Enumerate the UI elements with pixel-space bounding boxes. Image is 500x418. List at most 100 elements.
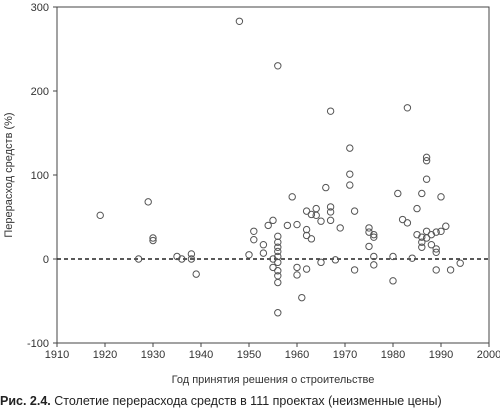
x-tick-label: 1910 [45, 349, 69, 361]
data-point [350, 207, 359, 215]
data-point [298, 293, 306, 302]
data-point [274, 278, 282, 287]
data-point [274, 232, 282, 241]
data-point [274, 62, 282, 70]
data-point [288, 193, 296, 201]
data-point [389, 252, 397, 261]
data-point [418, 238, 426, 246]
x-tick-label: 1960 [285, 349, 309, 361]
data-point [274, 267, 282, 275]
data-point [274, 247, 282, 256]
data-point [307, 210, 316, 219]
data-point [437, 193, 445, 201]
data-point [432, 228, 440, 236]
data-point [403, 219, 412, 227]
data-point [312, 204, 320, 213]
data-point [408, 254, 416, 262]
figure-label: Рис. 2.4. [0, 394, 51, 408]
data-point [370, 261, 378, 269]
data-point [245, 251, 253, 259]
x-axis-title: Год принятия решения о строительстве [172, 374, 375, 386]
data-point [302, 231, 311, 240]
data-point [336, 224, 344, 232]
data-point [302, 265, 311, 273]
y-tick-label: 0 [43, 254, 49, 266]
x-tick-label: 2000 [477, 349, 500, 361]
data-point [422, 234, 431, 242]
data-point [432, 266, 440, 274]
data-point [317, 258, 325, 267]
data-point [317, 217, 325, 225]
data-point [394, 189, 402, 198]
data-point [418, 189, 426, 198]
x-tick-label: 1920 [93, 349, 117, 361]
data-point [346, 170, 354, 178]
data-point [178, 255, 186, 263]
data-point [326, 208, 335, 216]
data-point [446, 266, 455, 274]
data-point [398, 215, 407, 224]
data-point [96, 211, 104, 220]
data-point [302, 207, 311, 215]
data-point [432, 248, 440, 256]
data-point [432, 245, 440, 253]
data-point [365, 224, 373, 232]
data-point [312, 211, 320, 220]
data-point [250, 235, 258, 244]
data-point [293, 263, 301, 272]
x-axis: 1910 1920 1930 1940 1950 1960 1970 1980 1990 2000 [45, 343, 500, 361]
y-tick-label: 100 [31, 170, 49, 182]
data-point [269, 216, 277, 225]
data-point [187, 255, 196, 263]
data-point [274, 238, 282, 246]
data-point [437, 227, 445, 235]
data-point [144, 198, 152, 206]
x-tick-label: 1940 [189, 349, 213, 361]
data-point [370, 233, 378, 241]
data-point [302, 225, 311, 234]
data-point [326, 203, 335, 211]
data-point [322, 183, 330, 192]
data-point [370, 252, 378, 261]
x-tick-label: 1980 [381, 349, 405, 361]
data-point [389, 277, 397, 285]
data-point [418, 243, 426, 251]
data-point [456, 259, 464, 267]
data-point [259, 241, 268, 249]
data-point [264, 221, 272, 230]
data-point [235, 17, 244, 25]
data-point [274, 309, 282, 317]
plot-border [56, 6, 490, 344]
x-tick-label: 1930 [141, 349, 165, 361]
x-tick-label: 1990 [429, 349, 453, 361]
figure-caption: Рис. 2.4. Столетие перерасхода средств в… [0, 394, 500, 408]
figure-caption-text: Столетие перерасхода средств в 111 проек… [54, 394, 442, 408]
data-point [149, 236, 157, 245]
data-point [274, 258, 282, 267]
data-point [350, 266, 359, 274]
data-point [293, 220, 301, 229]
data-point [422, 157, 431, 165]
data-point [149, 234, 157, 242]
data-point [326, 107, 335, 115]
data-point [269, 263, 277, 272]
data-point [418, 233, 426, 241]
y-tick-label: 200 [31, 86, 49, 98]
data-point [442, 222, 450, 230]
data-point [413, 204, 421, 213]
data-point [370, 230, 378, 239]
data-point [293, 271, 301, 279]
x-tick-label: 1950 [237, 349, 261, 361]
y-tick-label: 300 [31, 2, 49, 14]
data-point [250, 227, 258, 235]
y-tick-label: -100 [27, 338, 49, 350]
plot-frame [56, 6, 490, 344]
y-axis: -100 0 100 200 300 [27, 2, 57, 350]
data-point [326, 216, 335, 225]
x-tick-label: 1970 [333, 349, 357, 361]
data-point [427, 241, 436, 249]
scatter-chart: 1910 1920 1930 1940 1950 1960 1970 1980 1990 2000… [3, 2, 500, 386]
data-point [134, 255, 143, 263]
data-point [422, 175, 431, 183]
data-point [365, 242, 373, 251]
